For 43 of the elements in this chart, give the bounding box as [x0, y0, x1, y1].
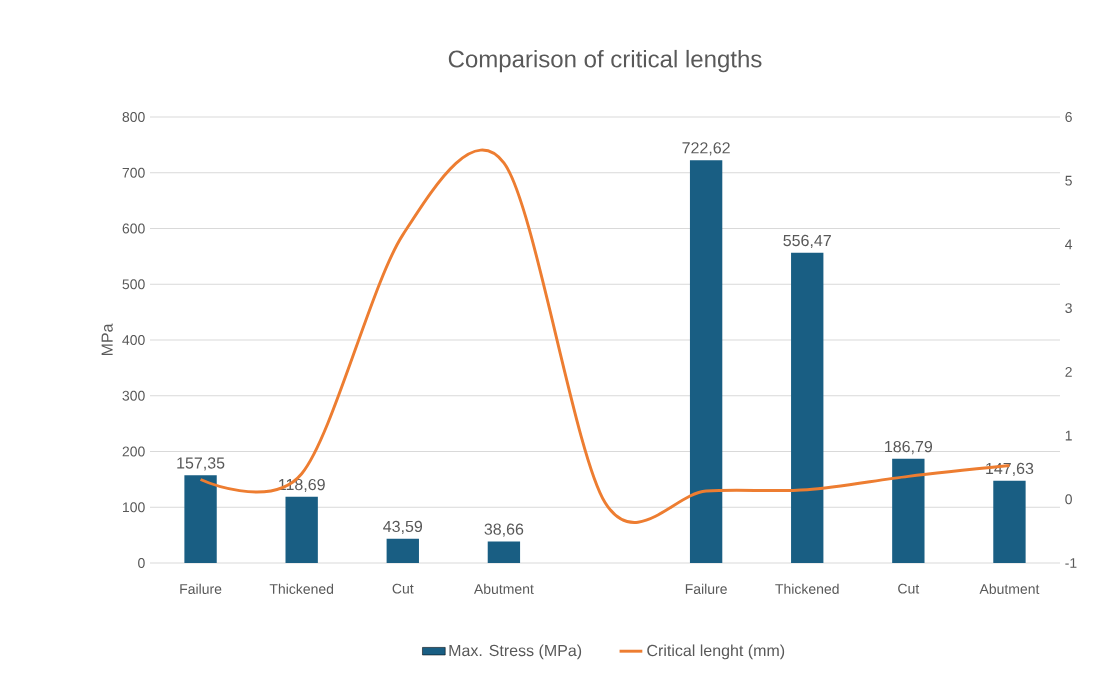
y-tick-label: 300 — [122, 390, 145, 401]
x-tick-label: Cut — [392, 583, 414, 594]
bar — [993, 480, 1026, 563]
bar — [285, 496, 318, 563]
x-tick-label: Abutment — [979, 583, 1040, 594]
y2-tick-label: 1 — [1065, 430, 1072, 441]
y-tick-label: 100 — [123, 502, 145, 513]
x-tick-label: Abutment — [473, 583, 534, 594]
data-label: 43,59 — [383, 520, 423, 534]
y2-tick-label: 2 — [1065, 366, 1072, 377]
data-label: 186,79 — [885, 440, 933, 455]
bar — [791, 252, 824, 563]
y-axis-title: MPa — [101, 323, 113, 356]
y-tick-label: 400 — [122, 335, 145, 345]
y-tick-label: 500 — [122, 279, 145, 290]
x-tick-label: Thickened — [269, 583, 334, 594]
x-tick-label: Failure — [685, 583, 727, 594]
y-tick-label: 600 — [122, 223, 145, 234]
bar — [689, 160, 723, 563]
y2-tick-label: 3 — [1065, 303, 1072, 314]
data-label: 556,47 — [783, 234, 831, 249]
legend-label: Max. Stress (MPa) — [449, 644, 582, 660]
y2-tick-label: 6 — [1065, 112, 1072, 122]
bar — [184, 475, 217, 563]
data-label: 722,62 — [682, 142, 730, 156]
y2-tick-label: 0 — [1065, 494, 1072, 505]
y2-tick-label: 4 — [1065, 239, 1073, 250]
y-tick-label: 0 — [138, 558, 145, 568]
bar — [487, 541, 521, 563]
bar — [386, 538, 419, 563]
x-tick-label: Cut — [898, 583, 920, 594]
data-label: 38,66 — [484, 523, 524, 537]
x-tick-label: Failure — [180, 583, 222, 594]
bar — [892, 458, 925, 563]
legend-label: Critical lenght (mm) — [647, 644, 785, 660]
y-tick-label: 200 — [122, 446, 145, 457]
x-tick-label: Thickened — [775, 583, 839, 594]
y2-tick-label: 5 — [1065, 175, 1072, 186]
y-tick-label: 700 — [122, 167, 145, 178]
y2-tick-label: -1 — [1065, 558, 1077, 568]
y-tick-label: 800 — [122, 112, 145, 122]
data-label: 157,35 — [177, 457, 225, 471]
chart-title: Comparison of critical lengths — [448, 49, 762, 73]
